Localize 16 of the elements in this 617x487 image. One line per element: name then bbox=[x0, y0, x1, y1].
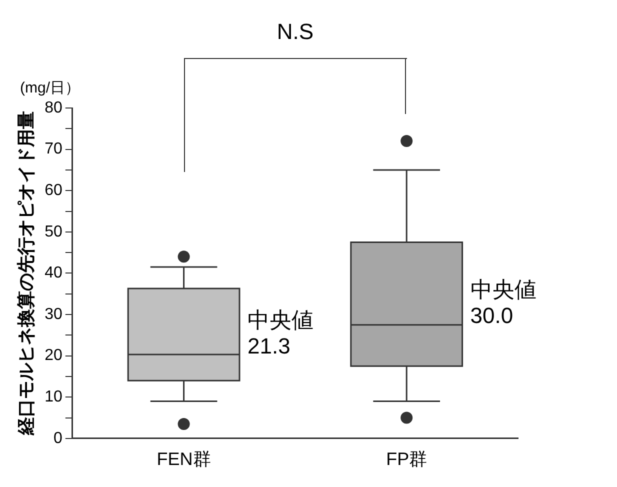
y-tick-label: 60 bbox=[44, 182, 62, 200]
y-axis-title: 経口モルヒネ換算の先行オピオイド用量 bbox=[16, 111, 36, 436]
x-tick-label: FEN群 bbox=[156, 449, 211, 470]
y-tick-label: 10 bbox=[44, 388, 62, 406]
annotation: 中央値 30.0 bbox=[470, 277, 536, 328]
x-tick-label: FP群 bbox=[386, 449, 428, 470]
y-tick-label: 30 bbox=[44, 306, 62, 323]
y-tick-label: 70 bbox=[44, 140, 62, 158]
text: (mg/日） bbox=[20, 80, 80, 97]
y-tick-label: 50 bbox=[44, 223, 62, 240]
annotation: 中央値 21.3 bbox=[248, 308, 314, 359]
y-tick-label: 20 bbox=[44, 347, 62, 364]
y-tick-label: 80 bbox=[44, 99, 62, 116]
text: N.S bbox=[276, 19, 314, 44]
y-tick-label: 0 bbox=[53, 430, 62, 447]
y-tick-label: 40 bbox=[44, 264, 62, 282]
